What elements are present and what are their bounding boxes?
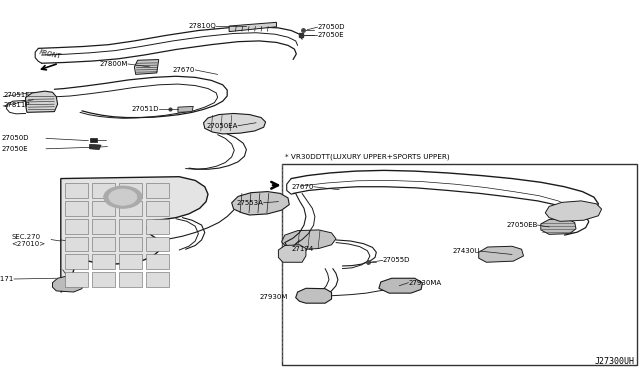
Bar [119,237,142,251]
Bar [65,183,88,198]
Text: 27050EA: 27050EA [207,123,238,129]
Polygon shape [229,22,276,32]
Text: J27300UH: J27300UH [595,357,635,366]
Bar [146,272,169,287]
Polygon shape [296,288,332,303]
Bar [92,272,115,287]
Text: 27553A: 27553A [237,200,264,206]
Bar [92,237,115,251]
Polygon shape [90,138,97,142]
Text: SEC.270: SEC.270 [12,234,41,240]
Text: 27171: 27171 [0,276,14,282]
Polygon shape [90,144,101,150]
Bar [146,183,169,198]
Bar [146,254,169,269]
Bar [65,201,88,216]
Text: 27050D: 27050D [317,24,345,30]
Bar [92,219,115,234]
Circle shape [104,186,142,208]
Text: FRONT: FRONT [38,49,61,60]
Polygon shape [178,106,193,112]
Bar [65,237,88,251]
Bar [119,272,142,287]
Text: 27050E: 27050E [1,146,28,152]
Bar [65,254,88,269]
Text: 27811P: 27811P [3,102,29,108]
Text: 27930M: 27930M [260,294,288,300]
Polygon shape [232,192,289,215]
Polygon shape [61,177,208,292]
Text: 27055D: 27055D [383,257,410,263]
Bar [119,201,142,216]
Bar [92,201,115,216]
Polygon shape [479,246,524,262]
Bar [119,254,142,269]
Text: 27930MA: 27930MA [408,280,442,286]
Bar [146,237,169,251]
Bar [119,183,142,198]
Text: 27810Q: 27810Q [189,23,216,29]
Circle shape [109,189,137,205]
Text: <27010>: <27010> [12,241,45,247]
Polygon shape [204,113,266,134]
Bar [65,272,88,287]
Text: 27174: 27174 [291,246,314,252]
Bar [282,164,637,365]
Text: 27051D: 27051D [131,106,159,112]
Text: 27050EB: 27050EB [506,222,538,228]
Polygon shape [545,201,602,221]
Polygon shape [278,245,306,262]
Bar [146,201,169,216]
Polygon shape [26,91,58,112]
Bar [92,254,115,269]
Bar [92,183,115,198]
Text: 27670: 27670 [291,184,314,190]
Text: 27670: 27670 [173,67,195,73]
Text: 27430U: 27430U [452,248,480,254]
Bar [65,219,88,234]
Bar [146,219,169,234]
Polygon shape [282,230,336,250]
Text: 27050E: 27050E [317,32,344,38]
Text: 27050D: 27050D [1,135,29,141]
Text: 27800M: 27800M [100,61,128,67]
Polygon shape [52,276,83,292]
Text: * VR30DDTT(LUXURY UPPER+SPORTS UPPER): * VR30DDTT(LUXURY UPPER+SPORTS UPPER) [285,154,449,160]
Polygon shape [379,278,422,293]
Polygon shape [134,60,159,74]
Text: 27051F: 27051F [3,92,29,98]
Bar [119,219,142,234]
Polygon shape [541,219,576,234]
